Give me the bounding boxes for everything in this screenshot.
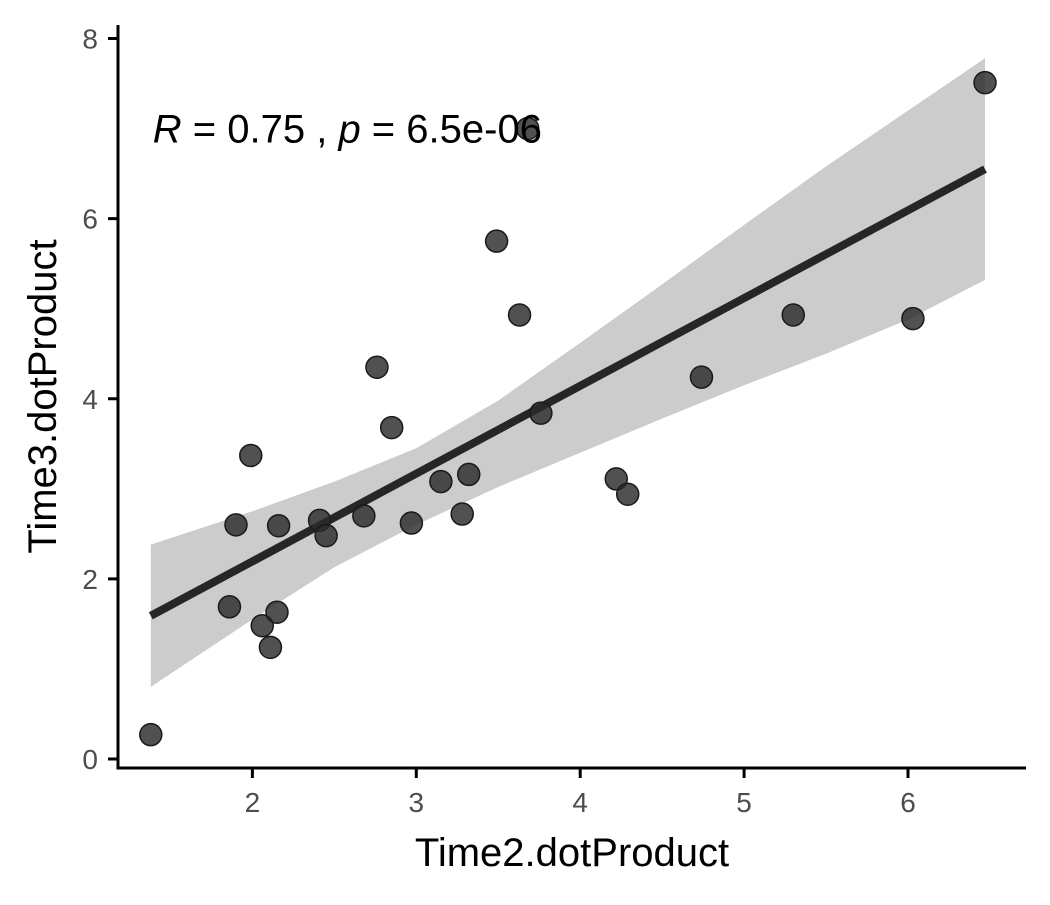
data-points-layer xyxy=(139,70,997,747)
data-point xyxy=(266,513,291,538)
y-tick-label: 0 xyxy=(82,744,98,775)
data-point xyxy=(781,303,806,327)
data-point xyxy=(139,722,163,747)
data-point xyxy=(365,355,389,379)
r-symbol: R xyxy=(153,108,182,152)
data-point xyxy=(973,70,997,95)
correlation-annotation: R = 0.75 , p = 6.5e-06 xyxy=(153,108,542,152)
data-point xyxy=(250,613,274,638)
regression-line-layer xyxy=(148,165,987,620)
axes-layer: 2 3 4 5 6 0 2 4 6 8 xyxy=(82,24,1026,818)
data-point xyxy=(456,462,481,487)
x-tick-label: 5 xyxy=(736,787,752,818)
data-point xyxy=(429,469,453,494)
data-point xyxy=(265,600,289,624)
data-point xyxy=(450,502,474,526)
p-value: = 6.5e-06 xyxy=(361,108,542,152)
data-point xyxy=(352,504,376,528)
p-symbol: p xyxy=(337,108,360,152)
y-tick-label: 8 xyxy=(82,24,98,55)
x-tick-label: 3 xyxy=(409,787,425,818)
data-point xyxy=(484,229,509,253)
data-point xyxy=(515,116,540,141)
y-tick-label: 6 xyxy=(82,204,98,235)
data-point xyxy=(239,443,263,468)
data-point xyxy=(224,513,248,537)
data-point xyxy=(399,511,424,535)
x-tick-label: 4 xyxy=(572,787,588,818)
regression-line xyxy=(148,165,987,620)
x-axis-title: Time2.dotProduct xyxy=(415,831,729,875)
r-value: = 0.75 , xyxy=(182,108,339,152)
x-tick-label: 2 xyxy=(245,787,261,818)
y-axis-title: Time3.dotProduct xyxy=(21,239,65,553)
data-point xyxy=(258,635,283,660)
data-point xyxy=(615,482,640,506)
confidence-band xyxy=(150,58,986,687)
y-tick-label: 4 xyxy=(82,384,98,415)
data-point xyxy=(529,401,553,425)
data-point xyxy=(507,303,532,327)
data-point xyxy=(314,523,338,548)
data-point xyxy=(689,365,714,389)
y-tick-label: 2 xyxy=(82,564,98,595)
data-point xyxy=(379,415,404,440)
labels-layer: R = 0.75 , p = 6.5e-06 Time2.dotProduct … xyxy=(21,108,729,875)
x-tick-label: 6 xyxy=(900,787,916,818)
data-point xyxy=(901,306,925,331)
data-point xyxy=(217,595,242,619)
confidence-band-layer xyxy=(150,58,986,687)
